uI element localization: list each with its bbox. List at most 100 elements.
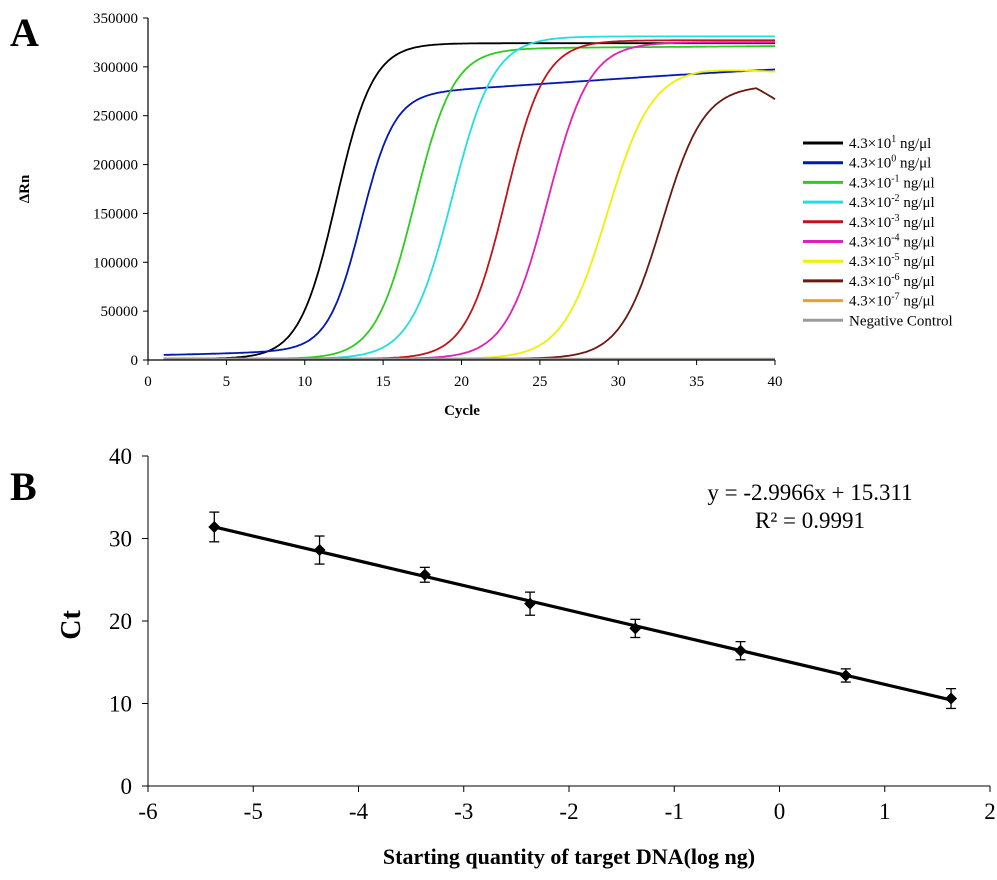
- panel-b: B 0 10 20 30 40 -6 -5 -4 -3 -2 -1 0 1 2 y = -2.9966x…: [10, 444, 996, 869]
- panel-a-y-tick-label: 200000: [93, 158, 138, 174]
- panel-a-x-tick-label: 20: [454, 374, 469, 390]
- panel-a-legend-base: 4.3×10: [849, 294, 891, 310]
- panel-a-legend-base: Negative Control: [849, 313, 953, 329]
- panel-b-data-point: [839, 669, 852, 682]
- panel-a-legend-exponent: -3: [891, 213, 899, 224]
- panel-a-legend-entry: 4.3×10-7 ng/μl: [849, 292, 935, 310]
- panel-a-legend-entry: 4.3×101 ng/μl: [849, 134, 931, 152]
- panel-a-y-tick-label: 0: [131, 353, 139, 369]
- panel-a-legend-unit: ng/μl: [900, 215, 935, 231]
- panel-a-x-tick-label: 10: [297, 374, 312, 390]
- panel-b-y-tick-label: 10: [109, 692, 132, 717]
- panel-a-y-tick-label: 250000: [93, 109, 138, 125]
- panel-b-x-tick-label: -5: [244, 799, 263, 824]
- panel-b-y-tick-label: 30: [109, 527, 132, 552]
- panel-b-data-point: [945, 692, 958, 705]
- panel-b-data-point: [734, 644, 747, 657]
- panel-a-legend-unit: ng/μl: [900, 254, 935, 270]
- panel-a-legend-entry: 4.3×10-5 ng/μl: [849, 252, 935, 270]
- panel-a-series-line: [163, 87, 776, 360]
- panel-a-legend-entry: Negative Control: [849, 313, 953, 329]
- panel-b-y-tick-label: 20: [109, 609, 132, 634]
- panel-a-legend-entry: 4.3×10-1 ng/μl: [849, 173, 935, 191]
- panel-b-y-tick-label: 0: [121, 774, 133, 799]
- panel-a-legend-exponent: -6: [891, 272, 899, 283]
- panel-a-legend-base: 4.3×10: [849, 175, 891, 191]
- panel-a-legend-unit: ng/μl: [896, 136, 931, 152]
- panel-b-y-tick-label: 40: [109, 444, 132, 469]
- panel-a-legend-unit: ng/μl: [900, 294, 935, 310]
- panel-a-legend-unit: ng/μl: [900, 195, 935, 211]
- panel-a-x-tick-label: 15: [376, 374, 391, 390]
- panel-a-series-line: [163, 45, 776, 360]
- panel-b-r-squared: R² = 0.9991: [755, 508, 865, 533]
- panel-a-legend-unit: ng/μl: [900, 175, 935, 191]
- panel-b-x-tick-label: -6: [138, 799, 157, 824]
- panel-a-x-axis-label: Cycle: [444, 403, 480, 419]
- panel-a-legend-base: 4.3×10: [849, 156, 891, 172]
- panel-a: A 0 50000 100000 150000 200000 250000 300000 35…: [10, 10, 953, 419]
- panel-a-x-tick-label: 30: [611, 374, 626, 390]
- panel-b-trendline-group: [213, 525, 952, 702]
- panel-a-x-tick-label: 5: [223, 374, 231, 390]
- panel-b-equation: y = -2.9966x + 15.311: [707, 480, 912, 505]
- panel-a-x-tick-label: 0: [144, 374, 152, 390]
- panel-a-x-tick-label: 40: [768, 374, 783, 390]
- panel-a-legend-entry: 4.3×10-6 ng/μl: [849, 272, 935, 290]
- panel-b-y-axis-label: Ct: [56, 610, 87, 640]
- panel-a-y-tick-label: 150000: [93, 206, 138, 222]
- panel-a-legend-exponent: -4: [891, 233, 899, 244]
- panel-a-legend-exponent: -7: [891, 292, 899, 303]
- panel-b-points: [208, 511, 958, 710]
- panel-b-data-point: [524, 597, 537, 610]
- panel-b-data-point: [629, 622, 642, 635]
- panel-b-x-tick-label: 1: [879, 799, 891, 824]
- panel-a-legend-entry: 4.3×10-2 ng/μl: [849, 193, 935, 211]
- panel-b-x-tick-label: -2: [559, 799, 578, 824]
- panel-a-series-line: [163, 68, 776, 356]
- panel-a-curves: [163, 35, 776, 360]
- panel-a-y-tick-label: 350000: [93, 11, 138, 27]
- panel-b-data-point: [313, 544, 326, 557]
- panel-b-x-tick-label: 0: [774, 799, 786, 824]
- panel-b-x-tick-label: -4: [349, 799, 369, 824]
- panel-a-y-tick-label: 50000: [101, 304, 139, 320]
- panel-a-legend-base: 4.3×10: [849, 274, 891, 290]
- panel-a-label: A: [10, 10, 39, 55]
- panel-a-y-tick-label: 100000: [93, 255, 138, 271]
- panel-a-legend-exponent: 1: [891, 134, 896, 145]
- panel-b-y-ticks: 0 10 20 30 40: [109, 444, 148, 799]
- panel-b-trendline: [213, 525, 952, 702]
- panel-a-y-tick-label: 300000: [93, 60, 138, 76]
- panel-a-legend-unit: ng/μl: [900, 274, 935, 290]
- panel-a-y-axis-label: ΔRn: [17, 174, 33, 203]
- panel-a-legend-entry: 4.3×100 ng/μl: [849, 154, 931, 172]
- panel-a-series-line: [163, 35, 775, 360]
- panel-a-x-tick-label: 25: [532, 374, 547, 390]
- panel-a-legend-entry: 4.3×10-3 ng/μl: [849, 213, 935, 231]
- panel-b-data-point: [418, 568, 431, 581]
- panel-a-x-tick-label: 35: [689, 374, 704, 390]
- panel-b-x-tick-label: 2: [984, 799, 996, 824]
- panel-b-x-tick-label: -1: [665, 799, 684, 824]
- panel-b-x-tick-label: -3: [454, 799, 473, 824]
- panel-a-x-ticks: 0 5 10 15 20 25 30 35 40: [144, 360, 783, 390]
- panel-a-legend-exponent: -2: [891, 193, 899, 204]
- panel-a-legend-base: 4.3×10: [849, 254, 891, 270]
- panel-a-legend-unit: ng/μl: [900, 235, 935, 251]
- panel-a-legend-base: 4.3×10: [849, 136, 891, 152]
- panel-b-data-point: [208, 520, 221, 533]
- panel-a-legend-base: 4.3×10: [849, 235, 891, 251]
- panel-b-label: B: [10, 464, 37, 509]
- panel-a-legend-base: 4.3×10: [849, 215, 891, 231]
- panel-a-legend-exponent: 0: [891, 154, 896, 165]
- panel-a-legend-entry: 4.3×10-4 ng/μl: [849, 233, 935, 251]
- panel-b-x-ticks: -6 -5 -4 -3 -2 -1 0 1 2: [138, 786, 996, 824]
- panel-a-legend-base: 4.3×10: [849, 195, 891, 211]
- panel-a-legend-unit: ng/μl: [896, 156, 931, 172]
- panel-a-y-ticks: 0 50000 100000 150000 200000 250000 300000 3500…: [93, 11, 148, 369]
- panel-a-legend-exponent: -5: [891, 252, 899, 263]
- panel-b-x-axis-label: Starting quantity of target DNA(log ng): [383, 844, 755, 869]
- panel-a-legend: 4.3×101 ng/μl4.3×100 ng/μl4.3×10-1 ng/μl…: [803, 134, 953, 329]
- panel-a-series-line: [163, 42, 775, 360]
